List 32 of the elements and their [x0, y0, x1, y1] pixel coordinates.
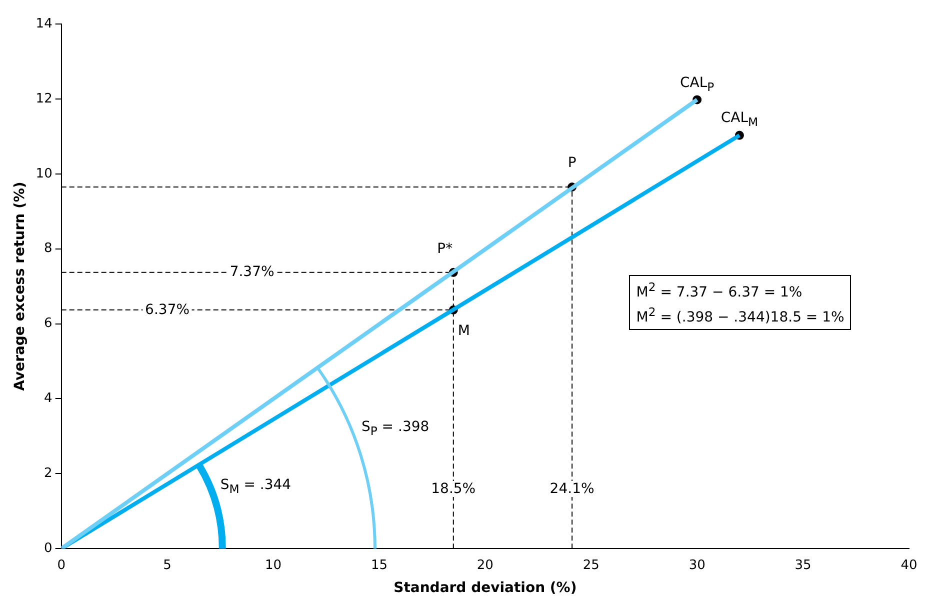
x-tick-label: 5: [163, 558, 172, 573]
y-tick-label: 12: [36, 91, 52, 106]
annotation: M: [456, 323, 472, 340]
x-tick-label: 30: [688, 558, 706, 573]
annotation: M$^{2}$ = 7.37 − 6.37 = 1%: [636, 280, 802, 301]
x-tick-label: 35: [794, 558, 812, 573]
annotation: 24.1%: [548, 480, 596, 497]
y-tick-label: 0: [44, 540, 52, 556]
x-axis-title: Standard deviation (%): [394, 580, 577, 596]
y-tick-label: 6: [44, 316, 52, 332]
annotation: M$^{2}$ = (.398 − .344)18.5 = 1%: [636, 304, 844, 326]
annotation: P: [566, 154, 578, 171]
y-tick-label: 10: [36, 166, 52, 182]
y-tick-label: 14: [36, 16, 52, 32]
series-label: CAL$_{P}$: [680, 74, 714, 94]
x-tick-label: 10: [264, 558, 282, 573]
series-label: CAL$_{M}$: [720, 110, 758, 130]
annotation: S$_{M}$ = .344: [218, 477, 294, 498]
x-tick-label: 15: [370, 558, 388, 573]
y-tick-label: 8: [44, 241, 52, 256]
annotation: P*: [435, 240, 455, 257]
x-tick-label: 20: [476, 558, 494, 573]
x-tick-label: 0: [57, 558, 66, 573]
y-tick-label: 2: [44, 466, 52, 482]
annotation: 7.37%: [228, 264, 276, 280]
y-tick-label: 4: [44, 391, 52, 406]
y-axis-title: Average excess return (%): [12, 182, 28, 391]
annotation: S$_{P}$ = .398: [359, 420, 432, 440]
x-tick-label: 40: [900, 558, 918, 573]
annotation: 6.37%: [143, 302, 192, 318]
x-tick-label: 25: [582, 558, 600, 573]
annotation: 18.5%: [429, 480, 478, 497]
